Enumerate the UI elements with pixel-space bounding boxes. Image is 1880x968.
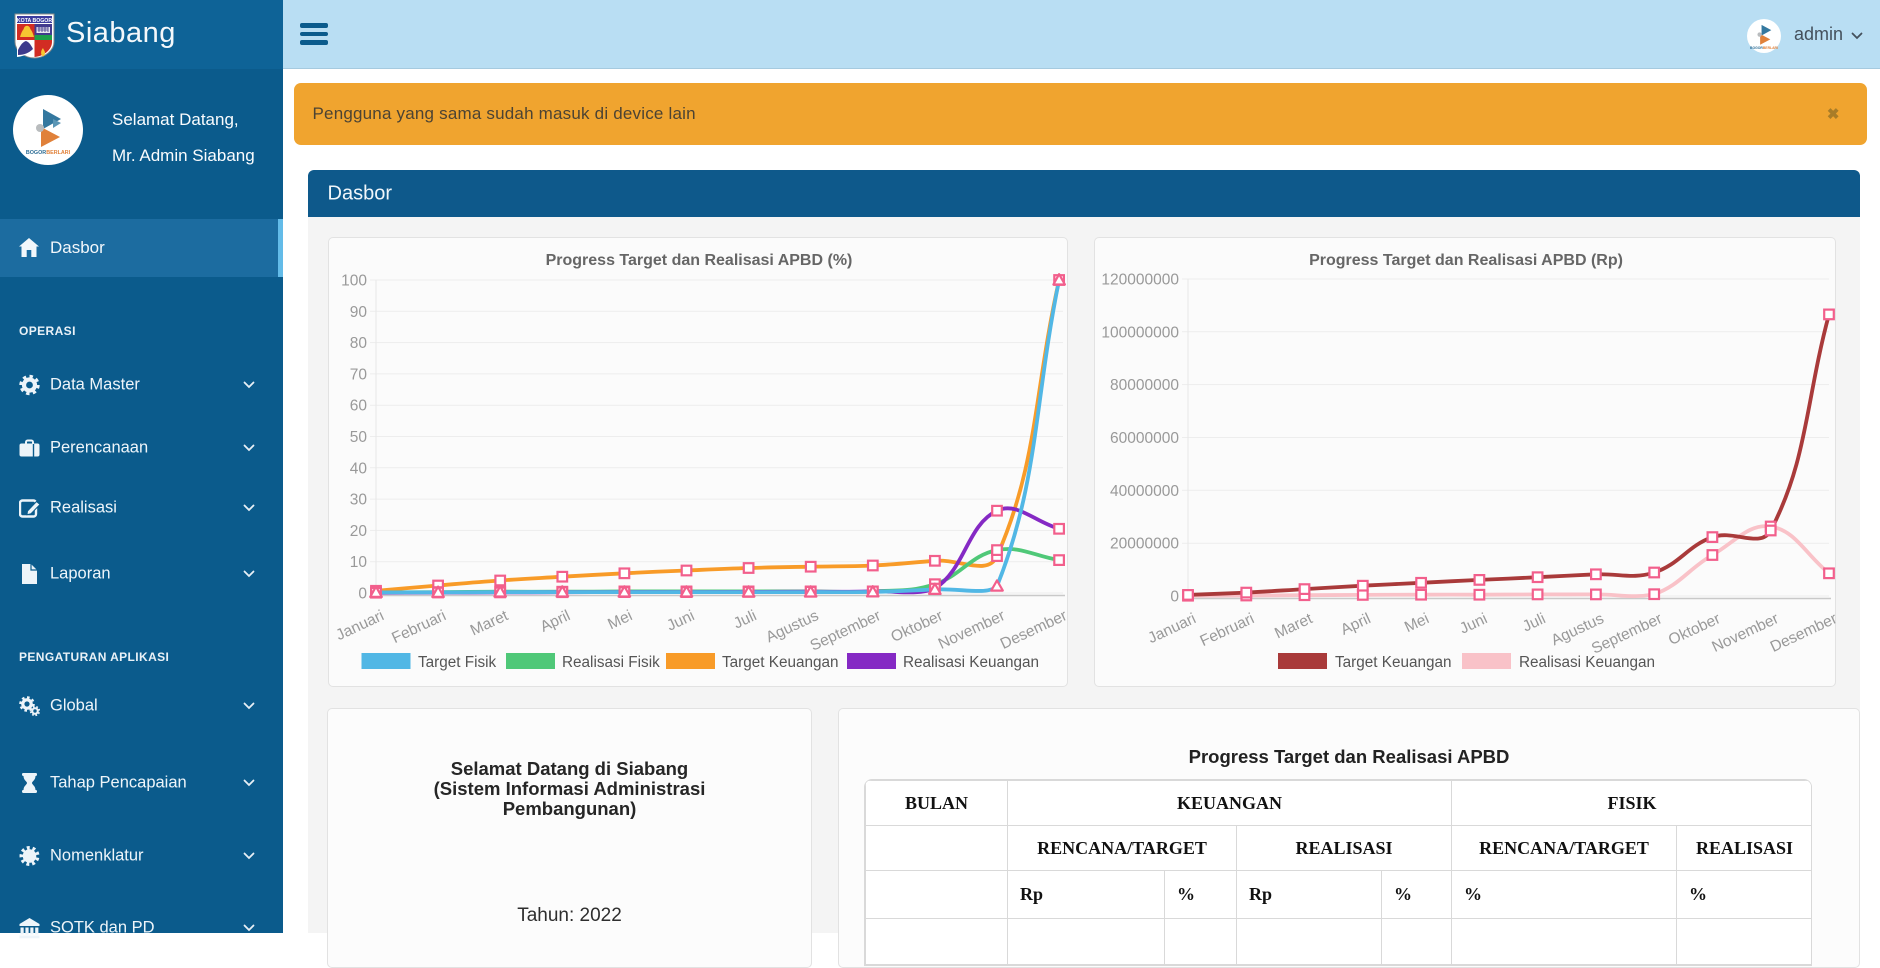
- svg-text:80000000: 80000000: [1110, 377, 1179, 394]
- svg-text:20: 20: [350, 523, 368, 540]
- svg-text:60: 60: [350, 398, 368, 415]
- svg-text:Mei: Mei: [605, 607, 635, 633]
- svg-text:Target Fisik: Target Fisik: [418, 654, 497, 671]
- svg-text:20000000: 20000000: [1110, 536, 1179, 553]
- svg-text:50: 50: [350, 429, 368, 446]
- svg-text:90: 90: [350, 304, 368, 321]
- svg-text:Target Keuangan: Target Keuangan: [722, 654, 839, 671]
- svg-text:Progress Target dan Realisasi: Progress Target dan Realisasi APBD (%): [546, 252, 853, 269]
- svg-text:0: 0: [1170, 589, 1179, 606]
- svg-text:BOGORBERLARI: BOGORBERLARI: [26, 150, 71, 156]
- svg-text:Target Keuangan: Target Keuangan: [1335, 654, 1452, 671]
- svg-text:Juni: Juni: [1457, 610, 1490, 637]
- svg-text:120000000: 120000000: [1101, 272, 1179, 289]
- svg-text:0: 0: [358, 586, 367, 603]
- svg-text:40: 40: [350, 460, 368, 477]
- svg-text:BOGORBERLARI: BOGORBERLARI: [1750, 46, 1778, 50]
- svg-text:Maret: Maret: [1272, 610, 1316, 642]
- svg-text:Desember: Desember: [998, 607, 1069, 653]
- svg-text:April: April: [538, 607, 573, 636]
- svg-text:Desember: Desember: [1768, 610, 1837, 656]
- svg-text:Januari: Januari: [333, 607, 386, 644]
- svg-text:Progress Target dan Realisasi: Progress Target dan Realisasi APBD (Rp): [1309, 252, 1623, 269]
- svg-text:Februari: Februari: [389, 607, 448, 647]
- svg-text:November: November: [936, 607, 1008, 653]
- svg-text:40000000: 40000000: [1110, 483, 1179, 500]
- svg-text:Mei: Mei: [1402, 610, 1432, 636]
- svg-text:Januari: Januari: [1145, 610, 1198, 647]
- svg-text:Realisasi Fisik: Realisasi Fisik: [562, 654, 660, 671]
- svg-text:80: 80: [350, 335, 368, 352]
- svg-text:Juni: Juni: [664, 607, 697, 634]
- svg-text:Maret: Maret: [468, 607, 512, 639]
- svg-text:10: 10: [350, 554, 368, 571]
- svg-text:Februari: Februari: [1197, 610, 1256, 650]
- svg-text:Realisasi Keuangan: Realisasi Keuangan: [903, 654, 1039, 671]
- svg-text:70: 70: [350, 366, 368, 383]
- svg-text:Juli: Juli: [731, 607, 759, 632]
- svg-text:100: 100: [341, 273, 367, 290]
- svg-text:November: November: [1709, 610, 1781, 656]
- svg-text:Juli: Juli: [1520, 610, 1548, 635]
- svg-text:30: 30: [350, 492, 368, 509]
- svg-text:KOTA BOGOR: KOTA BOGOR: [17, 18, 52, 24]
- svg-text:100000000: 100000000: [1101, 324, 1179, 341]
- svg-text:April: April: [1338, 610, 1373, 639]
- svg-text:Realisasi Keuangan: Realisasi Keuangan: [1519, 654, 1655, 671]
- svg-text:60000000: 60000000: [1110, 430, 1179, 447]
- svg-text:September: September: [808, 607, 884, 654]
